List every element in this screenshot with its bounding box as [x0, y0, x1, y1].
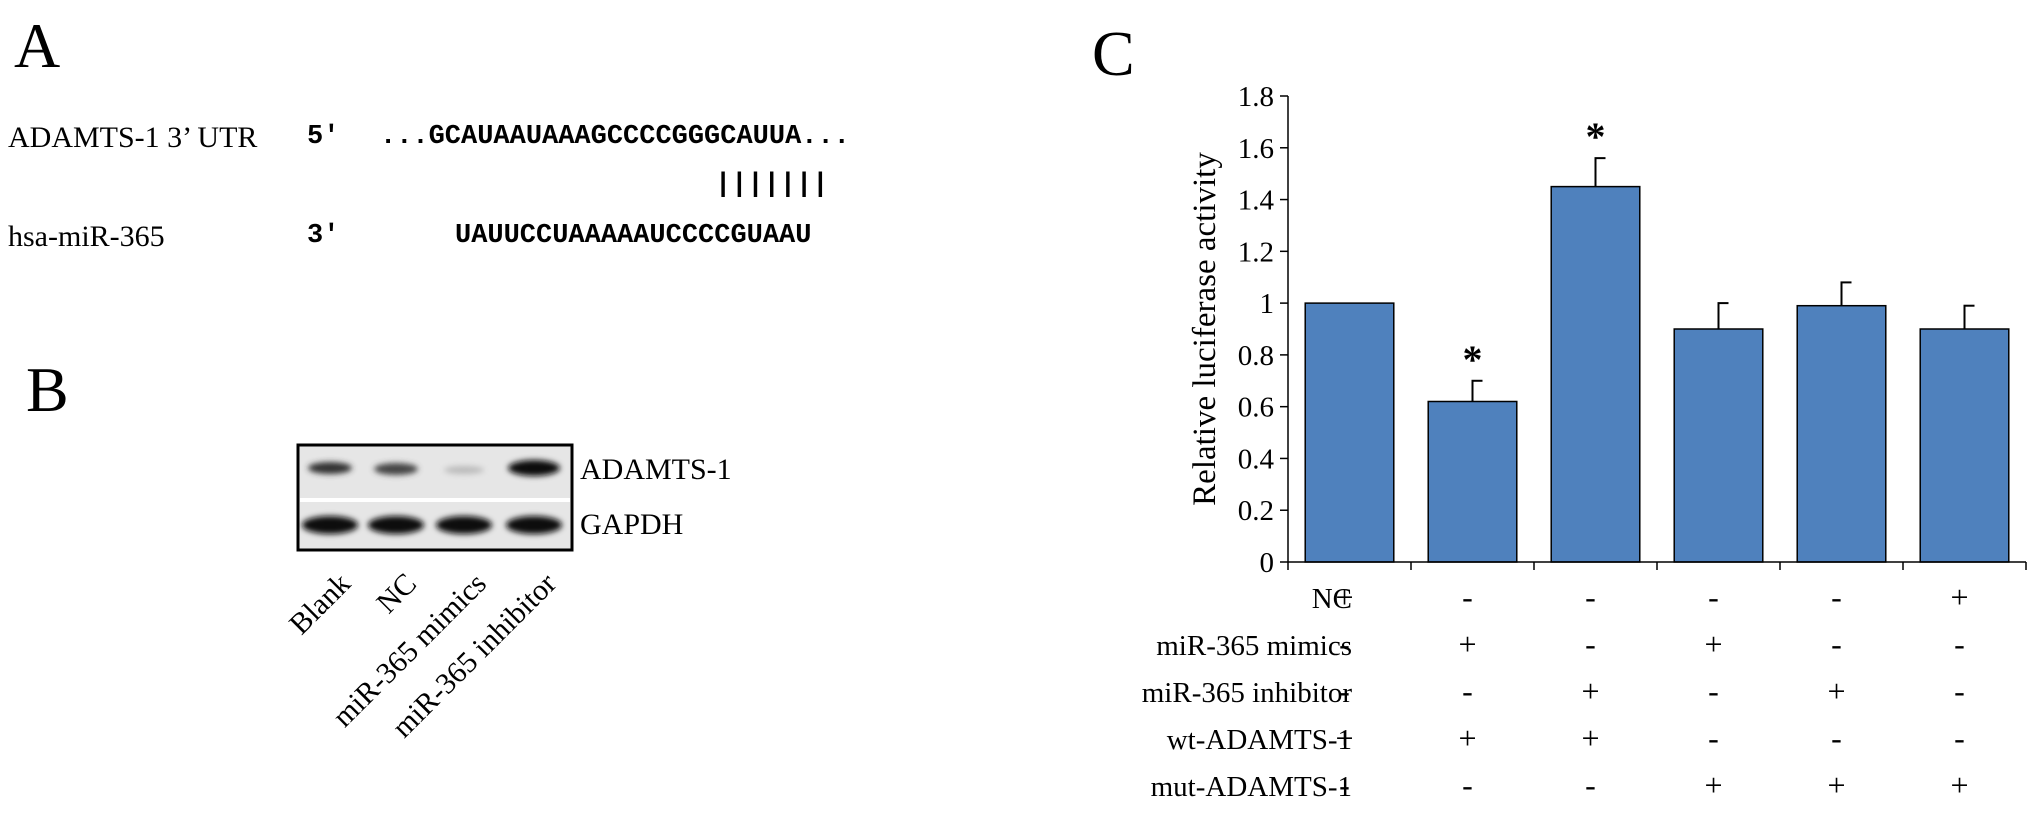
condition-mark: +	[1950, 767, 1968, 803]
western-blot-image	[296, 443, 574, 552]
y-tick-label: 0.2	[1238, 495, 1274, 527]
condition-mark: -	[1831, 626, 1842, 662]
condition-mark: +	[1335, 579, 1353, 615]
condition-mark: +	[1581, 673, 1599, 709]
condition-mark: -	[1708, 673, 1719, 709]
condition-mark: -	[1462, 579, 1473, 615]
condition-label-5: mut-ADAMTS-1	[1151, 771, 1352, 803]
condition-mark: -	[1585, 579, 1596, 615]
condition-mark: +	[1335, 720, 1353, 756]
condition-mark: -	[1462, 767, 1473, 803]
bar-3	[1550, 185, 1641, 563]
bar-4	[1673, 328, 1764, 563]
condition-mark: -	[1339, 626, 1350, 662]
y-tick-label: 1.2	[1238, 236, 1274, 268]
y-tick-label: 0.6	[1238, 392, 1274, 424]
condition-mark: -	[1708, 579, 1719, 615]
condition-mark: +	[1950, 579, 1968, 615]
condition-mark: -	[1585, 767, 1596, 803]
condition-label-4: wt-ADAMTS-1	[1167, 724, 1352, 756]
condition-label-1: NC	[1312, 583, 1352, 615]
panel-b-letter: B	[26, 354, 69, 425]
condition-mark: -	[1831, 579, 1842, 615]
condition-mark: -	[1954, 673, 1965, 709]
condition-mark: +	[1704, 626, 1722, 662]
condition-mark: -	[1954, 720, 1965, 756]
condition-label-2: miR-365 mimics	[1156, 630, 1352, 662]
utr-sequence: ...GCAUAAUAAAGCCCCGGGCAUUA...	[380, 122, 850, 152]
bar-2	[1427, 400, 1518, 563]
bar-5	[1796, 304, 1887, 563]
panel-a-letter: A	[14, 10, 61, 81]
condition-mark: +	[1458, 720, 1476, 756]
bar-6	[1919, 328, 2010, 563]
condition-mark: +	[1827, 673, 1845, 709]
significance-marker-3: *	[1586, 114, 1606, 159]
mir-sequence: UAUUCCUAAAAAUCCCCGUAAU	[455, 221, 812, 251]
condition-mark: -	[1708, 720, 1719, 756]
mir-label: hsa-miR-365	[8, 220, 165, 253]
y-tick-label: 0.8	[1238, 340, 1274, 372]
y-tick-label: 1	[1260, 288, 1275, 320]
condition-mark: +	[1581, 720, 1599, 756]
condition-mark: +	[1827, 767, 1845, 803]
condition-mark: -	[1585, 626, 1596, 662]
bar-1	[1304, 302, 1395, 563]
utr-5prime-marker: 5'	[307, 122, 340, 152]
condition-mark: -	[1462, 673, 1473, 709]
y-tick-label: 0.4	[1238, 443, 1275, 475]
condition-mark: +	[1704, 767, 1722, 803]
base-pairing-lines: |||||||	[715, 170, 829, 200]
y-tick-label: 1.8	[1238, 81, 1274, 113]
utr-label: ADAMTS-1 3’ UTR	[8, 121, 258, 154]
condition-mark: -	[1339, 673, 1350, 709]
y-tick-label: 0	[1260, 547, 1275, 579]
condition-mark: -	[1339, 767, 1350, 803]
condition-label-3: miR-365 inhibitor	[1142, 677, 1353, 709]
mir-3prime-marker: 3'	[307, 221, 340, 251]
significance-marker-2: *	[1463, 337, 1483, 382]
band-label-adamts1: ADAMTS-1	[580, 453, 732, 486]
y-tick-label: 1.6	[1238, 133, 1274, 165]
condition-mark: -	[1831, 720, 1842, 756]
panel-c-letter: C	[1092, 18, 1135, 89]
condition-mark: -	[1954, 626, 1965, 662]
band-label-gapdh: GAPDH	[580, 508, 684, 541]
condition-mark: +	[1458, 626, 1476, 662]
y-tick-label: 1.4	[1238, 185, 1275, 217]
y-axis-label: Relative luciferase activity	[1187, 152, 1223, 506]
